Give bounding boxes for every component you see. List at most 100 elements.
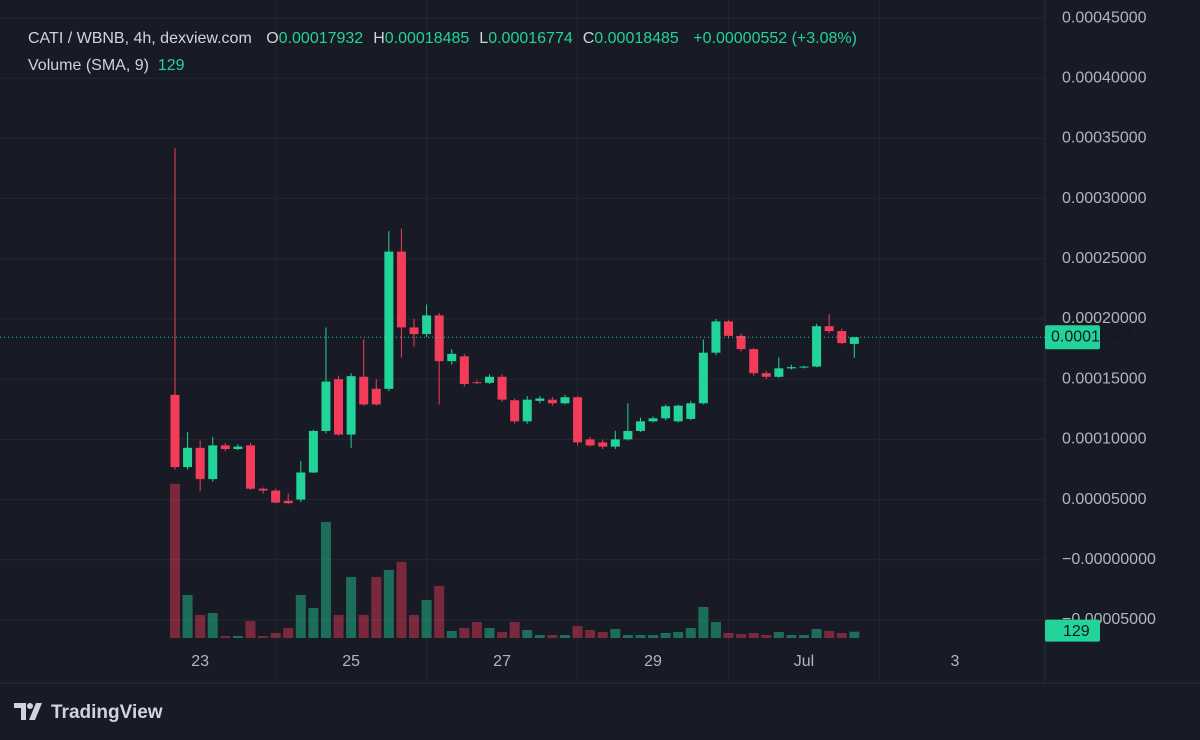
candle-body — [472, 382, 482, 384]
candle-body — [220, 445, 230, 450]
volume-bar — [371, 576, 382, 638]
volume-bar — [383, 569, 394, 638]
volume-bar — [786, 635, 797, 638]
volume-bar — [497, 632, 508, 638]
candle-body — [183, 447, 193, 468]
volume-bar — [648, 635, 659, 638]
volume-value: 129 — [157, 57, 185, 74]
candle-body — [774, 368, 784, 377]
volume-bar — [308, 607, 319, 638]
candle-body — [535, 398, 545, 401]
volume-title: Volume (SMA, 9) — [28, 57, 149, 74]
candle-body — [459, 356, 469, 385]
volume-bar — [220, 635, 231, 638]
ohlc-label: C — [582, 30, 595, 47]
ohlc-values: O0.00017932 H0.00018485 L0.00016774 C0.0001… — [256, 30, 679, 47]
candle-body — [321, 381, 331, 431]
candle-body — [245, 445, 255, 489]
change: +0.00000552 (+3.08%) — [693, 30, 857, 47]
volume-bar — [446, 630, 457, 638]
candle-body — [686, 403, 696, 419]
candle-body — [308, 430, 318, 473]
volume-bar — [409, 614, 420, 638]
volume-bar — [295, 594, 306, 638]
volume-bar — [484, 627, 495, 638]
logo-dot — [27, 703, 33, 709]
volume-bar — [509, 622, 520, 638]
candle-body — [749, 349, 759, 374]
volume-bars — [170, 483, 860, 638]
candle-body — [384, 251, 394, 389]
volume-bar — [207, 612, 218, 638]
last-volume-badge — [1045, 619, 1100, 642]
volume-bar — [195, 614, 206, 638]
y-tick-label: −0.00000000 — [1062, 551, 1156, 568]
candle-body — [560, 397, 570, 404]
candle-body — [422, 315, 432, 335]
volume-bar — [597, 632, 608, 638]
volume-bar — [534, 635, 545, 638]
candle-body — [623, 430, 633, 440]
candle-body — [698, 352, 708, 404]
volume-bar — [748, 632, 759, 638]
volume-bar — [283, 627, 294, 638]
candle-body — [761, 373, 771, 377]
x-tick-label: 27 — [493, 653, 511, 670]
volume-bar — [698, 606, 709, 638]
candle-body — [447, 353, 457, 362]
y-tick-label: 0.00010000 — [1062, 431, 1147, 448]
volume-bar — [434, 585, 445, 638]
grid — [0, 0, 1045, 683]
volume-bar — [320, 521, 331, 638]
volume-bar — [710, 622, 721, 638]
volume-bar — [346, 576, 357, 638]
candle-body — [346, 376, 356, 435]
volume-bar — [572, 625, 583, 638]
x-tick-label: 3 — [951, 653, 960, 670]
volume-bar — [723, 632, 734, 638]
y-tick-label: 0.00040000 — [1062, 69, 1147, 86]
volume-bar — [421, 599, 432, 638]
candle-body — [736, 335, 746, 350]
y-tick-label: 0.00020000 — [1062, 310, 1147, 327]
candle-body — [195, 447, 205, 480]
candle-body — [610, 439, 620, 447]
volume-bar — [811, 628, 822, 638]
candles — [170, 148, 859, 505]
volume-bar — [635, 635, 646, 638]
volume-bar — [559, 635, 570, 638]
ohlc-value: 0.00018485 — [594, 30, 679, 47]
candle-body — [849, 337, 859, 344]
candle-body — [711, 321, 721, 353]
candle-body — [635, 421, 645, 431]
y-tick-label: 0.00015000 — [1062, 370, 1147, 387]
candle-body — [258, 488, 268, 491]
candle-body — [824, 326, 834, 332]
ohlc-value: 0.00017932 — [278, 30, 364, 47]
candle-body — [661, 406, 671, 419]
volume-bar — [773, 632, 784, 638]
volume-bar — [333, 614, 344, 638]
candle-body — [334, 379, 344, 435]
volume-bar — [836, 632, 847, 638]
last-price-badge — [1045, 325, 1100, 350]
candle-body — [673, 405, 683, 422]
candle-body — [485, 376, 494, 383]
candle-body — [547, 399, 557, 404]
candle-body — [799, 366, 809, 368]
x-tick-label: 23 — [191, 653, 209, 670]
candle-body — [396, 251, 406, 328]
ohlc-legend: CATI / WBNB, 4h, dexview.com O0.00017932… — [28, 30, 857, 48]
volume-bar — [685, 627, 696, 638]
brand-name: TradingView — [51, 702, 163, 723]
candle-body — [409, 327, 419, 335]
candle-body — [573, 397, 583, 443]
volume-bar — [270, 632, 281, 638]
volume-legend: Volume (SMA, 9) 129 — [28, 57, 185, 75]
volume-bar — [396, 561, 407, 638]
candle-body — [648, 418, 658, 422]
logo-mark — [14, 703, 42, 720]
volume-bar — [622, 635, 633, 638]
